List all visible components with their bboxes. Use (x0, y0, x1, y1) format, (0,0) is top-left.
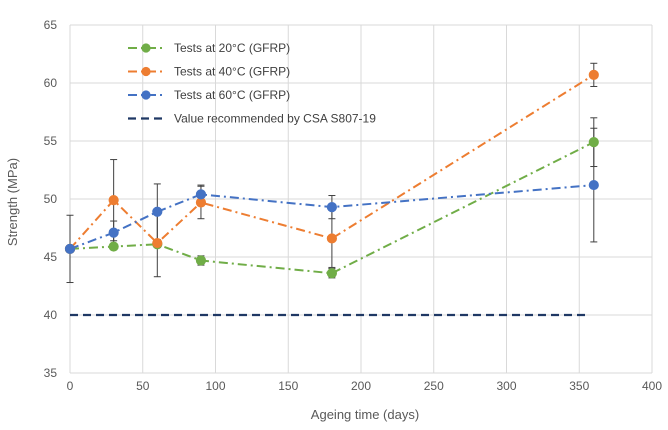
data-point (195, 255, 207, 266)
x-tick-label: 200 (351, 379, 371, 393)
data-point (108, 241, 119, 252)
data-point (588, 137, 599, 148)
data-point (108, 227, 119, 238)
legend-label: Value recommended by CSA S807-19 (174, 112, 376, 126)
data-point (326, 233, 337, 244)
y-tick-label: 60 (44, 76, 58, 90)
y-axis-title: Strength (MPa) (5, 158, 20, 246)
x-tick-label: 50 (136, 379, 150, 393)
data-point (588, 179, 599, 191)
x-tick-label: 400 (642, 379, 662, 393)
x-tick-label: 250 (424, 379, 444, 393)
series-line-3 (69, 184, 594, 250)
y-tick-label: 45 (44, 250, 58, 264)
data-point (152, 237, 163, 249)
x-tick-label: 300 (496, 379, 516, 393)
x-tick-label: 100 (205, 379, 225, 393)
legend-label: Tests at 40°C (GFRP) (174, 65, 290, 79)
legend-marker (141, 43, 151, 53)
data-point (64, 243, 76, 254)
data-point (195, 189, 207, 200)
legend-label: Tests at 60°C (GFRP) (174, 88, 290, 102)
x-tick-label: 150 (278, 379, 298, 393)
legend-label: Tests at 20°C (GFRP) (174, 41, 290, 55)
x-tick-label: 0 (67, 379, 74, 393)
series-markers (64, 69, 599, 279)
legend-marker (141, 90, 151, 100)
y-tick-label: 50 (44, 192, 58, 206)
data-point (588, 69, 599, 80)
data-point (152, 206, 163, 217)
y-tick-label: 65 (44, 18, 58, 32)
legend-marker (141, 66, 151, 77)
data-point (108, 195, 119, 206)
y-tick-label: 55 (44, 134, 58, 148)
tick-labels: 0 50 100 150 200 250 300 350 400 35 40 45 50 55 60 65 (44, 18, 663, 393)
data-point (326, 202, 337, 213)
x-axis-title: Ageing time (days) (311, 407, 419, 422)
data-point (326, 268, 337, 279)
y-tick-label: 35 (44, 366, 58, 380)
series-lines (69, 74, 595, 275)
legend: Tests at 20°C (GFRP) Tests at 40°C (GFRP)… (128, 41, 376, 126)
x-tick-label: 350 (569, 379, 589, 393)
series-line-2 (69, 74, 595, 250)
y-tick-label: 40 (44, 308, 58, 322)
